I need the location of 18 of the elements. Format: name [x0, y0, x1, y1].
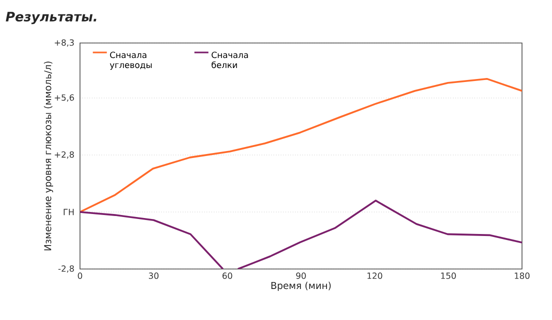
x-tick-label: 30 — [148, 272, 158, 279]
legend-label: Сначала белки — [212, 52, 248, 68]
y-tick-label: -2,8 — [58, 265, 74, 273]
y-tick-label: +5,6 — [54, 94, 74, 102]
x-tick-label: 120 — [368, 272, 382, 279]
line-series — [80, 78, 522, 213]
x-tick-label: 150 — [441, 272, 456, 279]
x-tick-label: 0 — [78, 272, 82, 279]
y-tick-label: ГН — [64, 208, 74, 216]
x-axis-title: Время (мин) — [271, 282, 331, 291]
legend-label: Сначала углеводы — [110, 52, 152, 70]
y-tick-label: +8,3 — [54, 39, 74, 47]
y-tick-label: +2,8 — [54, 151, 74, 159]
x-tick-label: 60 — [222, 272, 232, 279]
chart-title: Результаты. — [6, 12, 96, 24]
y-axis-title: Изменение уровня глюкозы (ммоль/л) — [44, 62, 54, 250]
x-tick-label: 90 — [296, 272, 306, 279]
x-tick-label: 180 — [514, 272, 530, 279]
